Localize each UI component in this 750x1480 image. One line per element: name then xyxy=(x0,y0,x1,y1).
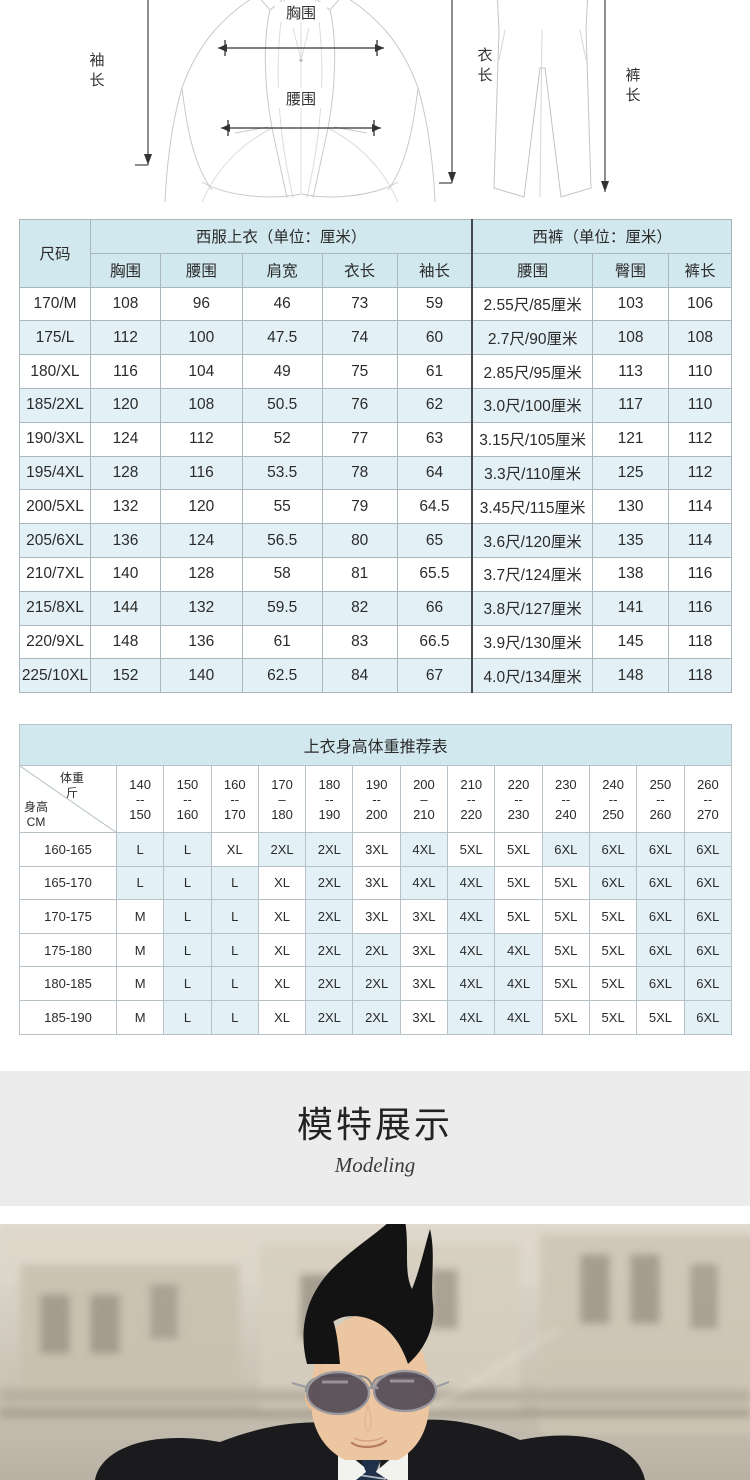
svg-text:衣: 衣 xyxy=(477,47,492,64)
svg-text:裤: 裤 xyxy=(625,67,640,84)
svg-text:胸围: 胸围 xyxy=(286,5,316,22)
svg-text:长: 长 xyxy=(625,87,640,104)
svg-text:袖: 袖 xyxy=(89,52,104,69)
svg-text:长: 长 xyxy=(477,67,492,84)
svg-text:腰围: 腰围 xyxy=(286,91,316,108)
svg-text:长: 长 xyxy=(89,72,104,89)
